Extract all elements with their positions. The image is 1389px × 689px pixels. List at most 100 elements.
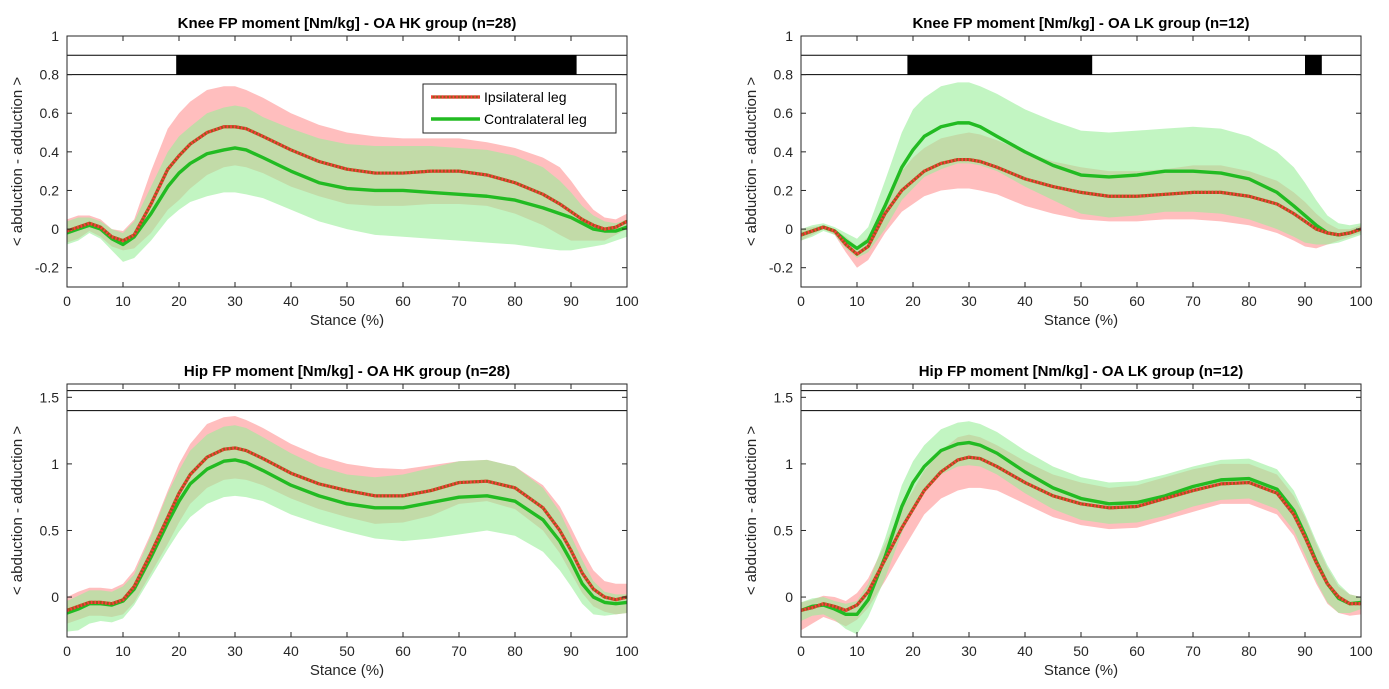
x-tick-label: 30 (227, 293, 243, 309)
y-tick-label: 0.8 (774, 67, 794, 83)
x-tick-label: 20 (905, 293, 921, 309)
y-tick-label: 0 (51, 589, 59, 605)
y-tick-label: -0.2 (769, 260, 793, 276)
x-tick-label: 100 (615, 293, 639, 309)
x-axis-label: Stance (%) (310, 662, 384, 679)
x-tick-label: 40 (283, 293, 299, 309)
x-tick-label: 20 (171, 643, 187, 659)
x-tick-label: 20 (905, 643, 921, 659)
y-tick-label: 1.5 (774, 389, 794, 405)
x-tick-label: 10 (115, 643, 131, 659)
x-tick-label: 30 (961, 293, 977, 309)
x-tick-label: 60 (1129, 643, 1145, 659)
chart-title: Knee FP moment [Nm/kg] - OA HK group (n=… (178, 15, 517, 32)
line-contralateral (67, 146, 627, 247)
y-tick-label: 1.5 (40, 389, 60, 405)
band-contralateral (67, 105, 627, 262)
x-tick-label: 0 (63, 293, 71, 309)
y-axis-label: < abduction - adduction > (743, 77, 760, 247)
x-tick-label: 90 (1297, 643, 1313, 659)
x-tick-label: 30 (961, 643, 977, 659)
y-tick-label: 0 (785, 221, 793, 237)
band-contralateral (801, 421, 1361, 635)
significance-interval (907, 55, 1093, 75)
x-tick-label: 20 (171, 293, 187, 309)
significance-strip (67, 390, 627, 411)
x-tick-label: 10 (849, 643, 865, 659)
significance-strip (801, 390, 1361, 411)
x-tick-label: 70 (451, 643, 467, 659)
panel-hip-hk: 0 10 20 30 40 50 60 70 80 90 100 0 0.5 1 1.5 Hip FP mom… (9, 363, 639, 679)
plot-area-knee-hk (67, 55, 627, 262)
line-contralateral (801, 121, 1361, 251)
x-axis-label: Stance (%) (310, 312, 384, 329)
x-tick-label: 0 (797, 643, 805, 659)
line-ipsilateral (801, 455, 1361, 612)
panel-knee-hk: 0 10 20 30 40 50 60 70 80 90 100 -0.2 0 0.2 0.4 0.6 0.8 1… (9, 15, 639, 329)
y-tick-label: 0.5 (40, 522, 60, 538)
x-tick-label: 40 (1017, 293, 1033, 309)
x-axis-label: Stance (%) (1044, 662, 1118, 679)
y-tick-label: 0 (51, 221, 59, 237)
chart-title: Knee FP moment [Nm/kg] - OA LK group (n=… (912, 15, 1249, 32)
y-tick-label: -0.2 (35, 260, 59, 276)
panel-hip-lk: 0 10 20 30 40 50 60 70 80 90 100 0 0.5 1 1.5 Hip FP mom… (743, 363, 1373, 679)
legend-box (422, 83, 617, 134)
x-tick-label: 10 (849, 293, 865, 309)
y-tick-label: 1 (785, 28, 793, 44)
significance-interval (1305, 55, 1322, 75)
x-tick-label: 100 (1349, 293, 1373, 309)
x-tick-label: 70 (1185, 293, 1201, 309)
x-tick-label: 100 (1349, 643, 1373, 659)
x-tick-label: 60 (395, 293, 411, 309)
x-tick-label: 0 (63, 643, 71, 659)
x-tick-label: 70 (1185, 643, 1201, 659)
legend-label-ipsilateral: Ipsilateral leg (484, 89, 567, 105)
x-tick-label: 50 (1073, 293, 1089, 309)
x-tick-label: 80 (1241, 293, 1257, 309)
y-tick-label: 0.5 (774, 522, 794, 538)
x-tick-label: 80 (507, 293, 523, 309)
x-tick-label: 50 (339, 643, 355, 659)
plot-area-knee-lk (801, 55, 1361, 268)
x-tick-label: 30 (227, 643, 243, 659)
x-axis-label: Stance (%) (1044, 312, 1118, 329)
plot-area-hip-hk (67, 390, 627, 632)
x-tick-label: 60 (395, 643, 411, 659)
line-ipsilateral (67, 125, 627, 243)
y-tick-label: 1 (51, 456, 59, 472)
y-tick-label: 0 (785, 589, 793, 605)
x-tick-label: 100 (615, 643, 639, 659)
y-axis-label: < abduction - adduction > (743, 426, 760, 596)
x-tick-label: 70 (451, 293, 467, 309)
x-tick-label: 60 (1129, 293, 1145, 309)
x-tick-label: 10 (115, 293, 131, 309)
band-contralateral (67, 425, 627, 632)
x-tick-label: 90 (563, 643, 579, 659)
significance-interval (176, 55, 577, 75)
legend-label-contralateral: Contralateral leg (484, 111, 587, 127)
x-tick-label: 80 (1241, 643, 1257, 659)
x-tick-label: 50 (339, 293, 355, 309)
y-tick-label: 0.4 (774, 144, 794, 160)
y-axis-label: < abduction - adduction > (9, 77, 26, 247)
chart-title: Hip FP moment [Nm/kg] - OA LK group (n=1… (919, 363, 1244, 380)
y-tick-label: 0.6 (40, 105, 60, 121)
x-tick-label: 80 (507, 643, 523, 659)
chart-title: Hip FP moment [Nm/kg] - OA HK group (n=2… (184, 363, 510, 380)
y-axis-label: < abduction - adduction > (9, 426, 26, 596)
x-tick-label: 50 (1073, 643, 1089, 659)
line-ipsilateral (801, 157, 1361, 256)
y-tick-label: 1 (51, 28, 59, 44)
x-tick-label: 40 (283, 643, 299, 659)
x-tick-label: 0 (797, 293, 805, 309)
y-tick-label: 0.8 (40, 67, 60, 83)
y-tick-label: 0.6 (774, 105, 794, 121)
y-tick-label: 1 (785, 456, 793, 472)
x-tick-label: 90 (563, 293, 579, 309)
y-tick-label: 0.4 (40, 144, 60, 160)
plot-area-hip-lk (801, 390, 1361, 635)
x-tick-label: 40 (1017, 643, 1033, 659)
panel-knee-lk: 0 10 20 30 40 50 60 70 80 90 100 -0.2 0 0.2 0.4 0.6 0.8 1… (743, 15, 1373, 329)
